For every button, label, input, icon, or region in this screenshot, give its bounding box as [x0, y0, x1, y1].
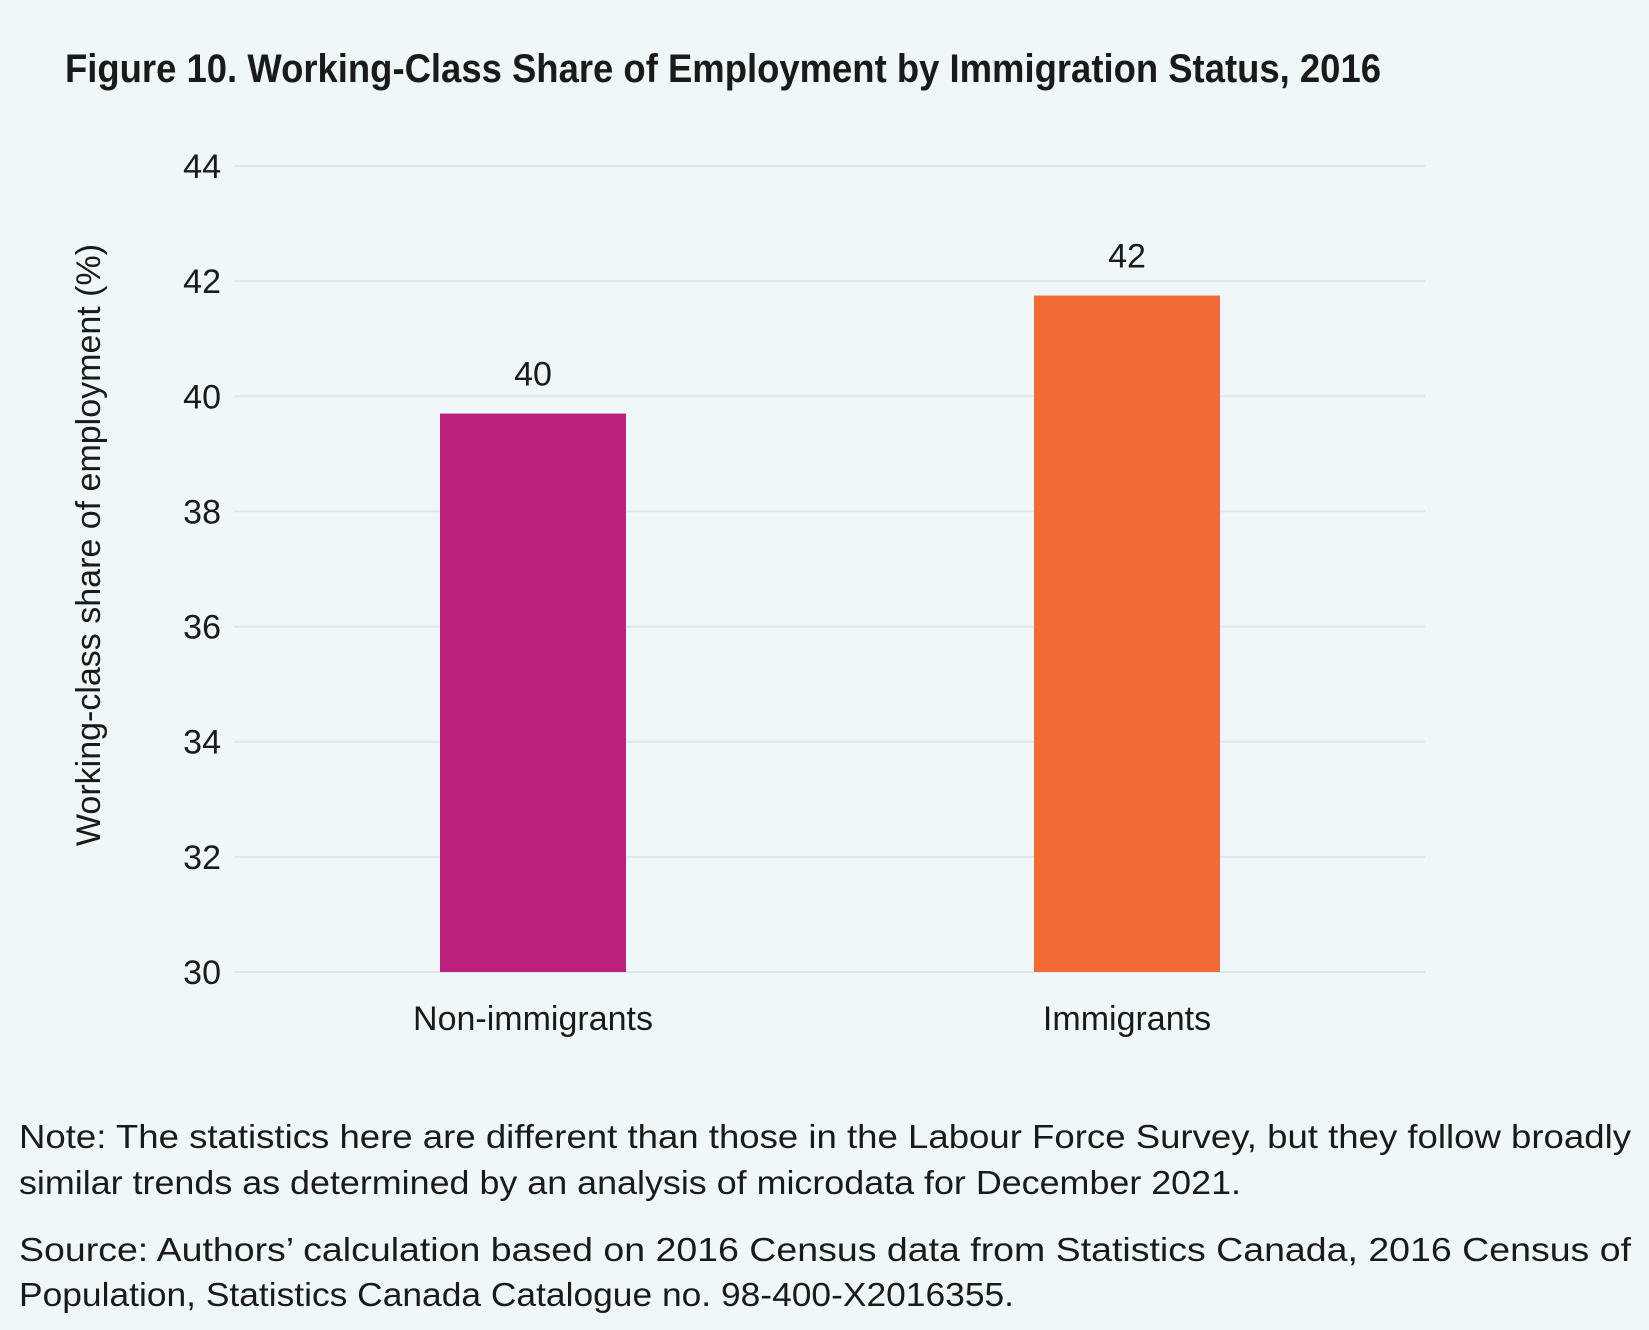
x-tick-label: Immigrants — [1043, 1000, 1211, 1038]
y-tick-label: 42 — [183, 263, 221, 301]
y-tick-label: 34 — [183, 724, 221, 762]
y-tick-label: 38 — [183, 493, 221, 531]
x-tick-label: Non-immigrants — [413, 1000, 653, 1038]
note-line-1: Note: The statistics here are different … — [19, 1118, 1632, 1155]
source-line-1: Source: Authors’ calculation based on 20… — [19, 1231, 1632, 1268]
chart-title: Figure 10. Working-Class Share of Employ… — [65, 47, 1381, 91]
y-tick-label: 36 — [183, 609, 221, 647]
y-tick-label: 30 — [183, 954, 221, 992]
y-tick-label: 44 — [183, 148, 221, 186]
bar-non-immigrants — [440, 413, 626, 972]
y-axis-label: Working-class share of employment (%) — [70, 244, 108, 846]
y-tick-label: 32 — [183, 839, 221, 877]
x-tick-labels: Non-immigrants Immigrants — [413, 1000, 1211, 1038]
note-line-2: similar trends as determined by an analy… — [19, 1164, 1241, 1201]
bars — [440, 295, 1220, 972]
source-line-2: Population, Statistics Canada Catalogue … — [19, 1276, 1014, 1313]
y-tick-label: 40 — [183, 378, 221, 416]
gridlines — [234, 165, 1425, 973]
data-label: 42 — [1108, 238, 1146, 276]
bar-immigrants — [1034, 295, 1220, 972]
data-labels: 40 42 — [514, 238, 1146, 394]
y-tick-labels: 30 32 34 36 38 40 42 44 — [183, 148, 221, 992]
data-label: 40 — [514, 356, 552, 394]
